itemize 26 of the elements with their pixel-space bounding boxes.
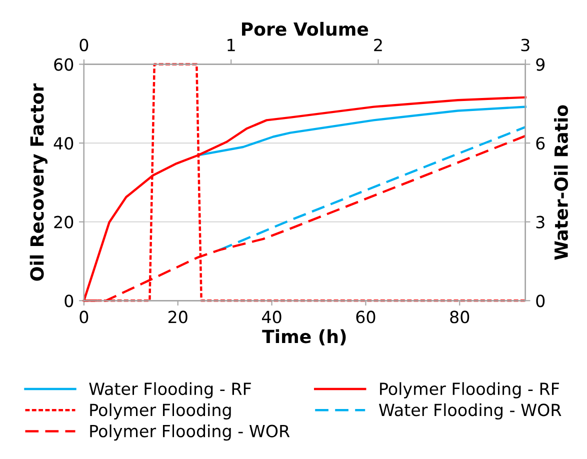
legend-label: Water Flooding - WOR (378, 403, 562, 420)
x2-axis-title: Pore Volume (242, 22, 368, 36)
y-tick-label: 40 (54, 137, 74, 150)
legend-label: Polymer Flooding - RF (380, 382, 559, 398)
x2-tick-label: 1 (228, 38, 235, 52)
y2-tick-label: 9 (536, 58, 545, 71)
x-axis-title: Time (h) (262, 329, 346, 346)
y-tick-label: 60 (54, 58, 74, 71)
legend-label: Polymer Flooding - WOR (90, 424, 290, 441)
x2-tick-label: 2 (374, 38, 382, 52)
x-tick-label: 20 (168, 310, 188, 324)
y2-tick-label: 3 (536, 216, 544, 228)
y-tick-label: 0 (64, 294, 74, 308)
y2-tick-label: 6 (536, 137, 545, 150)
x-tick-label: 60 (356, 310, 376, 324)
legend-label: Water Flooding - RF (89, 382, 251, 398)
y2-tick-label: 0 (536, 294, 545, 308)
y2-axis-title: Water-Oil Ratio (554, 105, 568, 260)
x2-tick-label: 0 (80, 38, 88, 52)
legend-label: Polymer Flooding (90, 403, 231, 420)
y-tick-label: 20 (54, 216, 74, 228)
x2-tick-label: 3 (521, 38, 530, 52)
x-tick-label: 80 (450, 310, 470, 324)
x-tick-label: 0 (80, 310, 88, 324)
y-axis-title: Oil Recovery Factor (30, 83, 48, 281)
x-tick-label: 40 (262, 310, 282, 324)
